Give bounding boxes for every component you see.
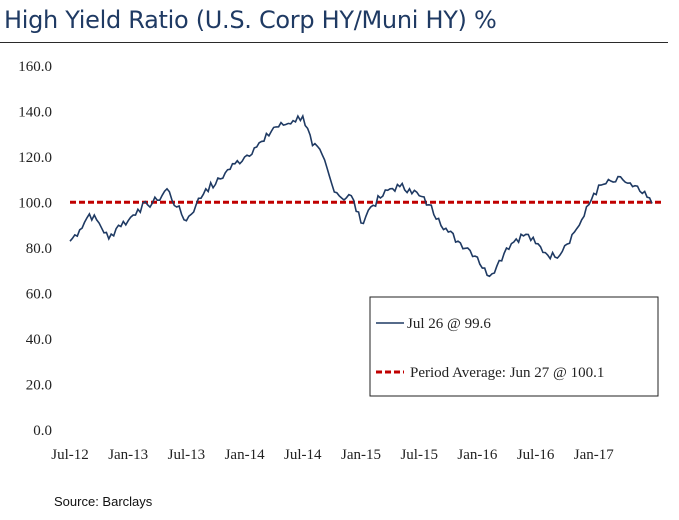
title-divider — [0, 42, 668, 43]
x-tick-label: Jul-16 — [517, 447, 555, 463]
y-tick-label: 120.0 — [18, 150, 52, 166]
legend-series-label: Jul 26 @ 99.6 — [407, 316, 491, 332]
y-tick-label: 140.0 — [18, 105, 52, 121]
y-tick-label: 160.0 — [18, 59, 52, 75]
x-tick-label: Jan-13 — [108, 447, 148, 463]
y-tick-label: 60.0 — [26, 287, 52, 303]
x-tick-label: Jan-17 — [574, 447, 614, 463]
y-tick-label: 100.0 — [18, 196, 52, 212]
x-tick-label: Jul-14 — [284, 447, 322, 463]
x-tick-label: Jul-15 — [400, 447, 438, 463]
x-tick-label: Jul-13 — [168, 447, 206, 463]
legend: Jul 26 @ 99.6 Period Average: Jun 27 @ 1… — [369, 296, 659, 397]
series-line — [69, 113, 653, 278]
legend-box — [369, 296, 659, 397]
legend-average-label: Period Average: Jun 27 @ 100.1 — [410, 365, 604, 381]
chart-title: High Yield Ratio (U.S. Corp HY/Muni HY) … — [4, 6, 497, 34]
x-tick-label: Jan-15 — [341, 447, 381, 463]
y-tick-label: 0.0 — [33, 423, 52, 439]
y-tick-label: 80.0 — [26, 241, 52, 257]
x-tick-label: Jan-14 — [225, 447, 265, 463]
y-tick-label: 40.0 — [26, 332, 52, 348]
x-tick-label: Jan-16 — [457, 447, 497, 463]
source-note: Source: Barclays — [54, 494, 153, 509]
x-tick-label: Jul-12 — [51, 447, 89, 463]
y-tick-label: 20.0 — [26, 378, 52, 394]
